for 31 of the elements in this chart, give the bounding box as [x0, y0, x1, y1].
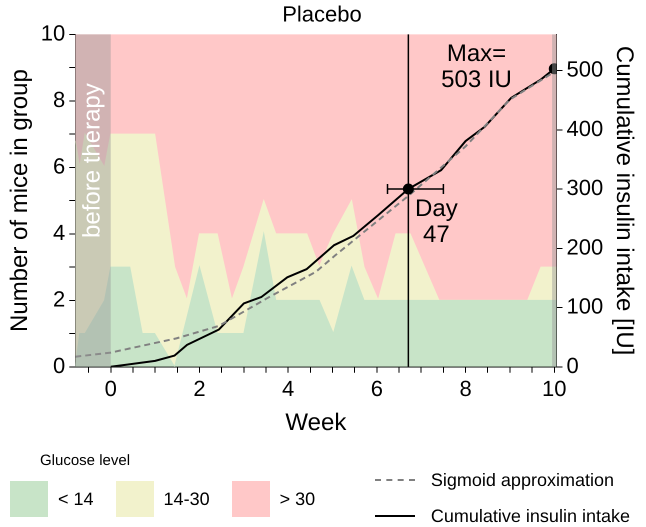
y-tick-label: 10 [40, 20, 66, 46]
legend-label: < 14 [58, 488, 94, 510]
y2-tick-label: 400 [566, 116, 604, 141]
y2-tick-label: 0 [566, 352, 579, 378]
legend-label: Sigmoid approximation [430, 470, 614, 490]
y2-axis-title: Cumulative insulin intake [IU] [610, 46, 638, 356]
y2-tick-label: 300 [566, 175, 604, 200]
y2-tick-label: 500 [566, 56, 604, 82]
ref-line-label: Day 47 [415, 194, 458, 248]
legend-title: Glucose level [40, 452, 132, 469]
x-tick-label: 6 [370, 376, 383, 402]
annotation: Max= 503 IU [441, 40, 512, 94]
band-label: before therapy [78, 83, 106, 238]
y-tick-label: 4 [53, 220, 66, 245]
chart-title: Placebo [282, 1, 362, 26]
legend-label: Cumulative insulin intake [430, 506, 630, 526]
y-tick-label: 0 [53, 352, 66, 378]
y-tick-label: 2 [53, 286, 66, 312]
y-axis-title: Number of mice in group [6, 69, 34, 332]
x-tick-label: 8 [459, 376, 472, 402]
y2-tick-label: 100 [566, 294, 604, 319]
x-tick-label: 4 [282, 376, 294, 402]
legend-label: 14-30 [164, 488, 210, 510]
x-tick-label: 2 [193, 376, 206, 402]
legend-label: > 30 [280, 488, 316, 510]
x-tick-label: 0 [104, 376, 117, 402]
y-tick-label: 6 [53, 153, 66, 178]
y-tick-label: 8 [53, 86, 66, 112]
x-tick-label: 10 [542, 376, 567, 402]
x-axis-title: Week [285, 409, 348, 436]
y2-tick-label: 200 [566, 234, 604, 260]
